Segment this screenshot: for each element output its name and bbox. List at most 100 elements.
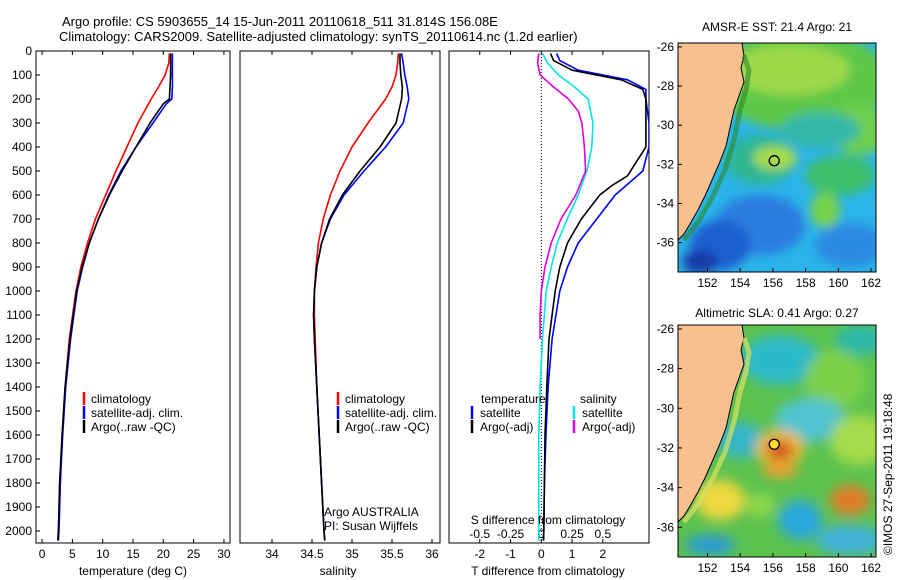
legend-title-salinity: salinity	[580, 392, 617, 406]
y-tick-label: 700	[12, 212, 32, 226]
sla-map-field	[678, 325, 876, 557]
series-line-s-satellite	[537, 53, 594, 541]
s-tick-label: 0.5	[595, 527, 612, 541]
sla-map-frame	[677, 324, 877, 558]
x-tick-label: 20	[157, 547, 171, 561]
y-tick-label: 1900	[5, 500, 32, 514]
figure-title-line1: Argo profile: CS 5903655_14 15-Jun-2011 …	[62, 14, 498, 29]
y-tick-label: 200	[12, 92, 32, 106]
sla-map-axes: 152 154 156 158 160 162 -26 -28 -30 -32 -34 -36	[657, 322, 882, 575]
x-tick-label: 36	[425, 547, 439, 561]
y-tick-label: 100	[12, 68, 32, 82]
y-tick-label: 300	[12, 116, 32, 130]
lon-tick-label: 158	[796, 276, 816, 290]
lat-tick-label: -28	[657, 79, 675, 93]
series-line-t-satellite	[542, 53, 649, 541]
x-tick-label: 5	[69, 547, 76, 561]
t-difference-x-axis: -2 -1 0 1 2	[474, 51, 607, 561]
lon-tick-label: 156	[763, 561, 783, 575]
sst-map-field	[678, 43, 876, 272]
s-tick-label: -0.25	[497, 527, 525, 541]
salinity-legend: climatology satellite-adj. clim. Argo(..…	[336, 392, 437, 434]
series-line-s-argo-adj-	[536, 53, 587, 339]
y-tick-label: 1100	[6, 308, 32, 322]
temperature-xlabel: temperature (deg C)	[79, 564, 187, 578]
difference-axes-frame	[448, 50, 650, 544]
difference-legend: temperature salinity satellite Argo(-adj…	[470, 392, 635, 434]
series-line-t-argo-adj-	[542, 53, 647, 541]
sla-map-title: Altimetric SLA: 0.41 Argo: 0.27	[695, 306, 859, 320]
legend-label-satellite: satellite-adj. clim.	[91, 406, 183, 420]
y-tick-label: 1600	[5, 428, 32, 442]
lon-tick-label: 152	[697, 561, 717, 575]
lat-tick-label: -34	[657, 196, 675, 210]
lat-tick-label: -32	[657, 441, 675, 455]
x-tick-label: 2	[600, 547, 607, 561]
annotation-institution: Argo AUSTRALIA	[324, 505, 419, 519]
y-tick-label: 400	[12, 140, 32, 154]
s-tick-label: -0.5	[469, 527, 490, 541]
lat-tick-label: -30	[657, 401, 675, 415]
sla-map-panel: Altimetric SLA: 0.41 Argo: 0.27	[657, 306, 882, 575]
sst-map-panel: AMSR-E SST: 21.4 Argo: 21 152 154 156 15	[657, 20, 882, 290]
imos-watermark: ©IMOS 27-Sep-2011 19:18:48	[881, 393, 895, 555]
x-tick-label: 0	[538, 547, 545, 561]
legend-label-argo: Argo(..raw -QC)	[345, 420, 430, 434]
argo-float-marker	[768, 438, 780, 450]
x-tick-label: 1	[569, 547, 576, 561]
x-tick-label: 34.5	[300, 547, 324, 561]
temperature-x-axis: 0 5 10 15 20 25 30	[39, 51, 231, 561]
lon-tick-label: 162	[861, 276, 881, 290]
y-tick-label: 1800	[5, 476, 32, 490]
temperature-axes-frame	[35, 50, 231, 544]
y-tick-label: 1300	[5, 356, 32, 370]
y-tick-label: 1400	[5, 380, 32, 394]
salinity-axes-frame	[239, 50, 441, 544]
lon-tick-label: 162	[861, 561, 881, 575]
difference-series	[536, 53, 649, 541]
lon-tick-label: 154	[730, 561, 750, 575]
temperature-panel: 0100200300400500600700800900100011001200…	[5, 44, 231, 578]
series-line-argo-raw-qc-	[312, 53, 404, 541]
s-difference-xlabel: S difference from climatology	[471, 513, 626, 527]
x-tick-label: -2	[474, 547, 485, 561]
y-tick-label: 800	[12, 236, 32, 250]
x-tick-label: 0	[39, 547, 46, 561]
y-tick-label: 500	[12, 164, 32, 178]
y-tick-label: 1700	[5, 452, 32, 466]
y-tick-label: 2000	[5, 524, 32, 538]
y-tick-label: 1000	[5, 284, 32, 298]
sst-map-title: AMSR-E SST: 21.4 Argo: 21	[702, 20, 852, 34]
s-difference-x-axis: -0.5 -0.25 0 0.25 0.5	[469, 527, 611, 541]
legend-label-t-satellite: satellite	[480, 406, 521, 420]
y-tick-label: 600	[12, 188, 32, 202]
lat-tick-label: -28	[657, 362, 675, 376]
series-line-argo-raw-qc-	[57, 53, 172, 541]
argo-float-marker	[768, 155, 780, 167]
salinity-panel: 34 34.5 35 35.5 36 salinity climatology sate…	[239, 50, 441, 578]
depth-axis: 0 100 200 300 400 500 600 700 800 900 1000 1100 1200…	[5, 44, 40, 538]
lat-tick-label: -32	[657, 157, 675, 171]
lat-tick-label: -36	[657, 520, 675, 534]
legend-label-t-argo: Argo(-adj)	[480, 420, 533, 434]
x-tick-label: 15	[126, 547, 140, 561]
lon-tick-label: 158	[796, 561, 816, 575]
temperature-series	[57, 53, 174, 541]
sst-map-axes: 152 154 156 158 160 162 -26 -28 -30 -32 -34 -36	[657, 40, 882, 290]
lon-tick-label: 156	[763, 276, 783, 290]
legend-title-temperature: temperature	[481, 392, 546, 406]
legend-label-argo: Argo(..raw -QC)	[91, 420, 176, 434]
y-tick-label: 1500	[5, 404, 32, 418]
lon-tick-label: 152	[697, 276, 717, 290]
y-tick-label: 1200	[5, 332, 32, 346]
x-tick-label: 10	[96, 547, 110, 561]
x-tick-label: 35.5	[380, 547, 404, 561]
s-tick-label: 0.25	[560, 527, 584, 541]
lat-tick-label: -26	[657, 40, 675, 54]
salinity-series	[312, 53, 410, 541]
temperature-legend: climatology satellite-adj. clim. Argo(..…	[82, 392, 183, 434]
legend-label-climatology: climatology	[91, 392, 151, 406]
legend-label-s-argo: Argo(-adj)	[582, 420, 635, 434]
x-tick-label: 30	[217, 547, 231, 561]
